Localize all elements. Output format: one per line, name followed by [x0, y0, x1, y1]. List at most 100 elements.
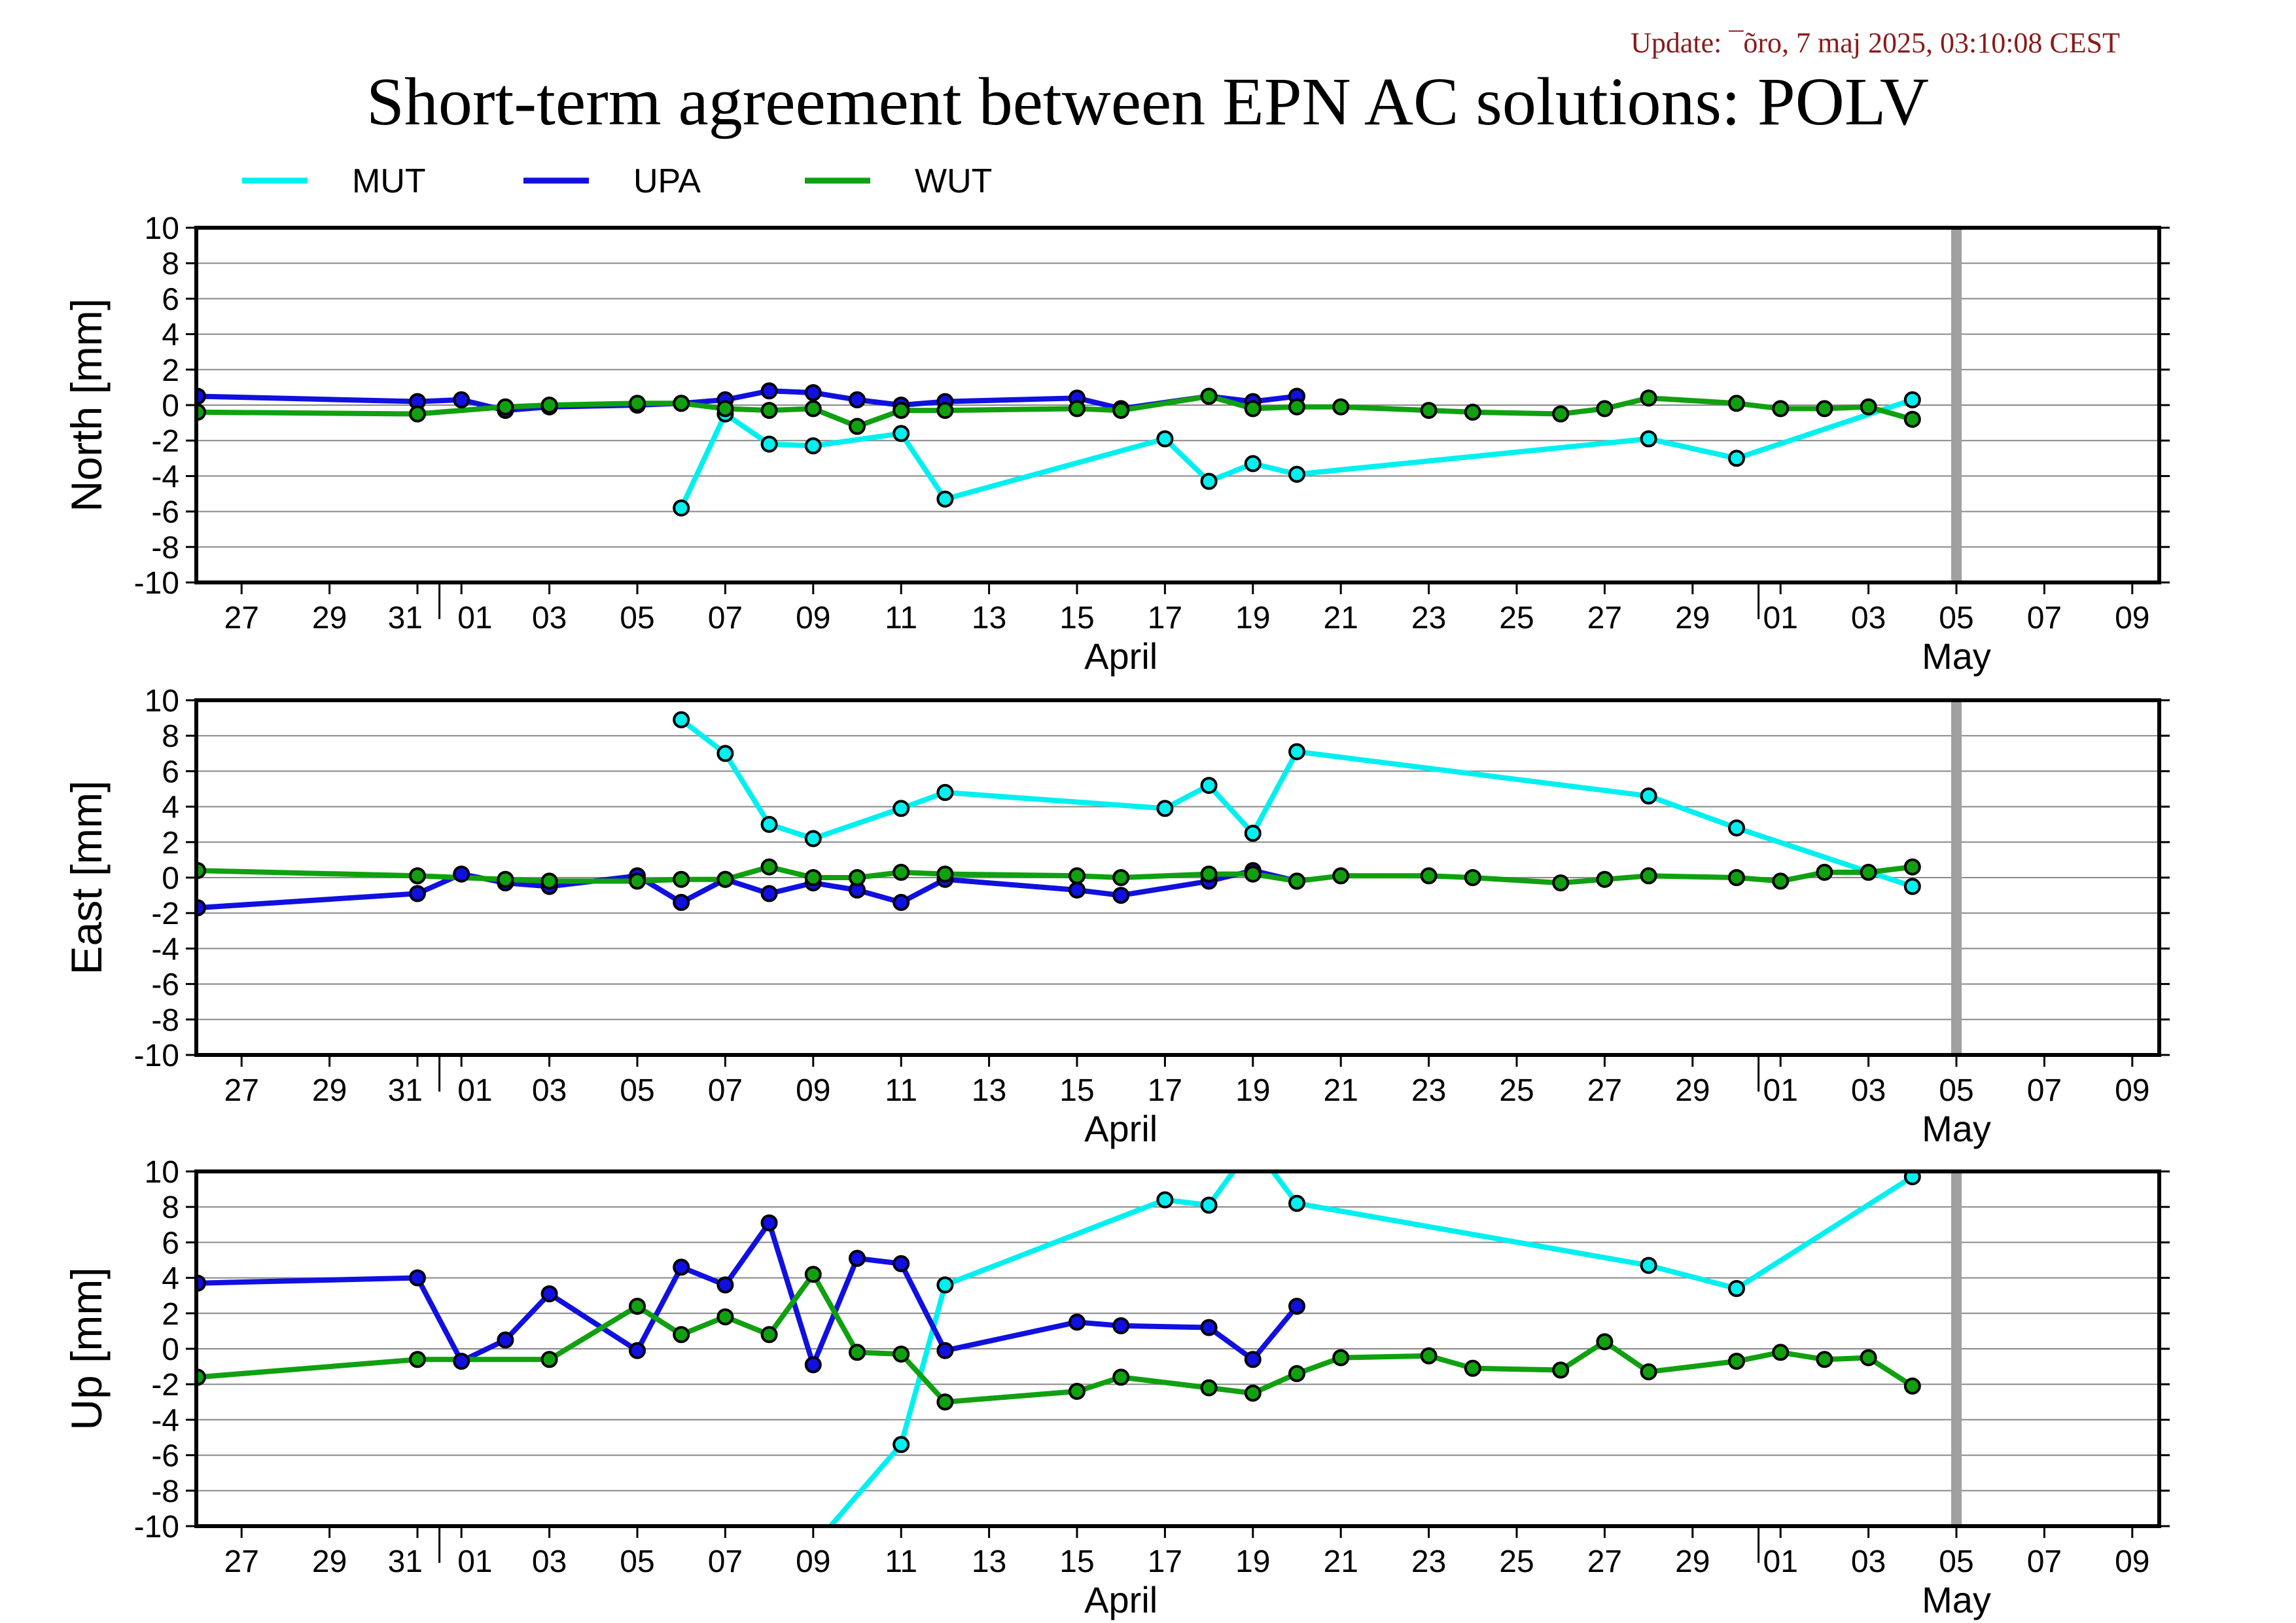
update-timestamp: Update: ¯õro, 7 maj 2025, 03:10:08 CEST — [1631, 27, 2120, 59]
data-point-mut — [1156, 430, 1174, 448]
data-point-upa — [1069, 1313, 1086, 1331]
data-point-mut — [760, 815, 778, 833]
chart-title: Short-term agreement between EPN AC solu… — [366, 64, 1929, 139]
data-point-mut — [1288, 465, 1305, 483]
x-tick-label: 31 — [388, 601, 423, 635]
data-point-mut — [1288, 1194, 1305, 1212]
data-point-upa — [760, 885, 778, 902]
y-tick-label: -8 — [151, 531, 179, 565]
data-point-wut — [409, 1351, 426, 1368]
y-tick-label: 8 — [162, 247, 179, 281]
x-tick-label: 17 — [1148, 1073, 1182, 1108]
month-label: May — [1922, 1579, 1991, 1620]
data-point-mut — [760, 435, 778, 453]
data-point-wut — [1200, 387, 1218, 405]
data-point-wut — [540, 872, 558, 890]
x-tick-label: 31 — [388, 1544, 423, 1579]
x-tick-label: 19 — [1235, 1073, 1270, 1108]
data-point-wut — [1772, 400, 1790, 418]
data-point-mut — [892, 800, 910, 817]
data-point-upa — [629, 1342, 646, 1359]
data-point-upa — [892, 893, 910, 911]
y-axis-title: North [mm] — [62, 298, 111, 512]
data-point-mut — [936, 490, 954, 508]
data-point-wut — [1069, 400, 1086, 418]
data-point-wut — [892, 863, 910, 881]
data-point-wut — [716, 400, 734, 418]
data-point-upa — [849, 391, 866, 408]
data-point-wut — [1860, 863, 1877, 881]
y-tick-label: -2 — [151, 897, 179, 931]
data-point-wut — [716, 1308, 734, 1326]
data-point-wut — [849, 418, 866, 435]
x-tick-label: 25 — [1499, 1544, 1534, 1579]
y-tick-label: 4 — [162, 1262, 179, 1296]
data-point-wut — [1332, 1349, 1350, 1366]
data-point-wut — [629, 395, 646, 412]
data-point-upa — [1200, 1319, 1218, 1336]
data-point-wut — [540, 1351, 558, 1368]
x-tick-label: 09 — [796, 1544, 830, 1579]
x-tick-label: 27 — [224, 1544, 259, 1579]
data-point-wut — [629, 1298, 646, 1315]
series-line-wut — [197, 864, 1913, 886]
data-point-wut — [849, 869, 866, 886]
x-tick-label: 29 — [312, 1073, 347, 1108]
data-point-upa — [1288, 1298, 1305, 1315]
data-point-wut — [1903, 410, 1921, 428]
data-point-wut — [1332, 867, 1350, 885]
data-point-mut — [673, 499, 690, 517]
x-tick-label: 25 — [1499, 601, 1534, 635]
y-tick-label: 6 — [162, 1226, 179, 1260]
data-point-mut — [892, 1436, 910, 1454]
x-tick-label: 01 — [1763, 1544, 1798, 1579]
data-point-mut — [1288, 743, 1305, 760]
y-tick-label: 0 — [162, 861, 179, 896]
y-axis-title: Up [mm] — [62, 1267, 111, 1430]
x-tick-label: 11 — [885, 1544, 917, 1579]
data-point-wut — [1728, 395, 1745, 412]
x-tick-label: 23 — [1411, 601, 1446, 635]
data-point-mut — [804, 830, 822, 847]
data-point-wut — [1420, 867, 1438, 885]
x-tick-label: 17 — [1148, 1544, 1182, 1579]
x-tick-label: 17 — [1148, 601, 1182, 635]
data-point-upa — [1112, 1317, 1130, 1334]
y-tick-label: 10 — [145, 1155, 179, 1190]
month-label: April — [1084, 1579, 1157, 1620]
data-point-wut — [1420, 402, 1438, 419]
data-point-upa — [497, 1331, 514, 1349]
x-tick-label: 19 — [1235, 601, 1270, 635]
x-tick-label: 13 — [972, 1073, 1006, 1108]
data-point-wut — [1464, 869, 1481, 886]
x-tick-label: 05 — [620, 1073, 654, 1108]
data-point-wut — [1816, 863, 1833, 881]
y-tick-label: 2 — [162, 1297, 179, 1332]
x-tick-label: 03 — [532, 1544, 567, 1579]
legend: MUT UPA WUT — [242, 162, 992, 200]
data-point-wut — [1860, 1349, 1877, 1366]
y-tick-label: -8 — [151, 1474, 179, 1509]
data-point-mut — [1640, 787, 1657, 805]
y-tick-label: 10 — [145, 684, 179, 719]
x-tick-label: 01 — [1763, 1073, 1798, 1108]
legend-label-mut: MUT — [352, 162, 426, 200]
data-point-wut — [716, 870, 734, 888]
reference-line — [1951, 700, 1962, 1055]
data-point-wut — [1288, 872, 1305, 890]
x-tick-label: 03 — [1851, 601, 1886, 635]
x-tick-label: 27 — [1587, 601, 1622, 635]
y-tick-label: 0 — [162, 389, 179, 423]
data-point-wut — [673, 1326, 690, 1344]
data-point-upa — [849, 1249, 866, 1267]
x-tick-label: 15 — [1059, 1544, 1094, 1579]
y-tick-label: 8 — [162, 719, 179, 754]
x-tick-label: 05 — [620, 601, 654, 635]
x-tick-label: 01 — [1763, 601, 1798, 635]
y-tick-label: -6 — [151, 495, 179, 530]
x-tick-label: 07 — [2027, 601, 2062, 635]
data-point-wut — [1772, 1344, 1790, 1361]
y-tick-label: -10 — [134, 1510, 179, 1544]
